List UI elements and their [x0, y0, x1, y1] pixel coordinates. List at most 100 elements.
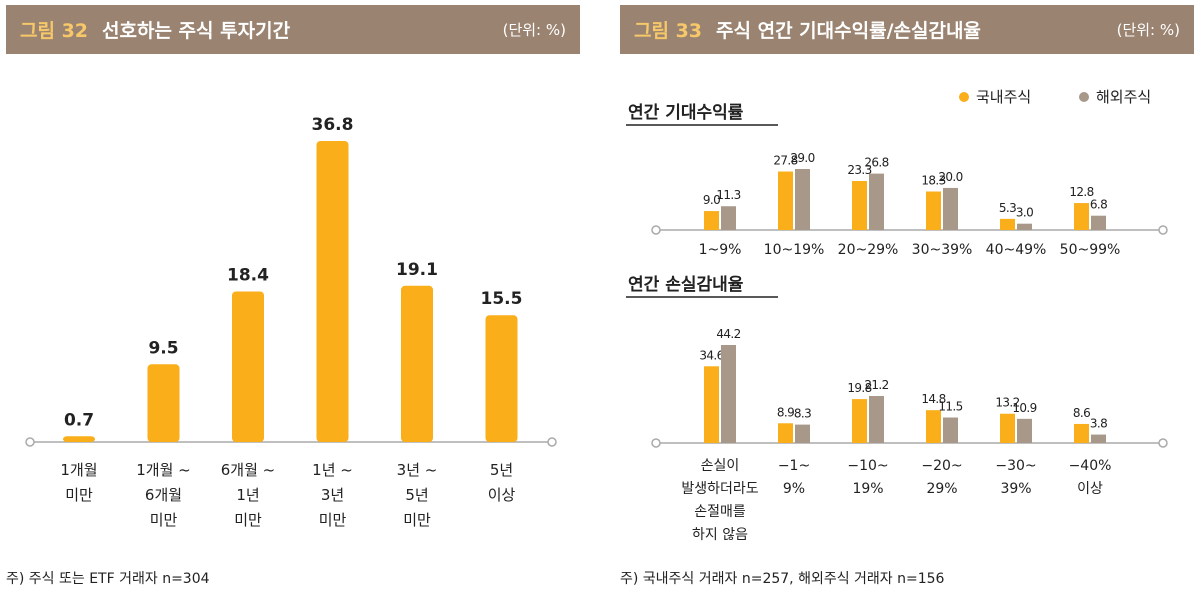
- loss-tolerance-domestic-bar: [1074, 423, 1089, 443]
- period-bar: [316, 141, 349, 442]
- loss-tolerance-domestic-bar: [926, 410, 941, 443]
- period-bar: [63, 436, 95, 442]
- expected-return-domestic-bar: [1074, 203, 1089, 230]
- period-category-label: 미만: [319, 511, 347, 529]
- expected-return-domestic-value-label: 12.8: [1069, 185, 1093, 199]
- expected-return-foreign-value-label: 26.8: [864, 156, 888, 170]
- legend-domestic-marker: [959, 92, 969, 102]
- loss-tolerance-domestic-value-label: 19.8: [847, 381, 871, 395]
- loss-tolerance-foreign-value-label: 44.2: [716, 327, 740, 341]
- expected-return-foreign-bar: [1017, 223, 1032, 230]
- loss-tolerance-foreign-bar: [721, 345, 736, 443]
- expected-return-domestic-value-label: 23.3: [847, 163, 871, 177]
- period-category-label: 1년 ~: [312, 461, 353, 479]
- expected-return-domestic-value-label: 27.8: [773, 154, 797, 168]
- period-category-label: 이상: [488, 486, 516, 504]
- period-category-label: 5년: [405, 486, 428, 504]
- left-figure-title: 선호하는 주식 투자기간: [102, 20, 291, 42]
- period-category-label: 5년: [490, 461, 513, 479]
- period-value-label: 36.8: [312, 115, 354, 135]
- loss-tolerance-foreign-value-label: 10.9: [1012, 401, 1036, 415]
- period-value-label: 0.7: [64, 410, 94, 430]
- expected-return-domestic-value-label: 5.3: [999, 201, 1016, 215]
- loss-tolerance-category-label: 29%: [926, 481, 957, 497]
- expected-return-foreign-value-label: 6.8: [1090, 198, 1107, 212]
- expected-return-domestic-bar: [778, 171, 793, 230]
- loss-tolerance-category-label: −30~: [995, 458, 1036, 474]
- loss-tolerance-domestic-value-label: 8.9: [777, 405, 794, 419]
- expected-return-foreign-bar: [795, 169, 810, 230]
- left-x-axis-end-cap: [547, 437, 557, 447]
- period-category-label: 미만: [403, 511, 431, 529]
- loss-tolerance-category-label: 9%: [783, 481, 805, 497]
- expected-return-domestic-bar: [852, 180, 867, 230]
- period-category-label: 6개월 ~: [221, 461, 275, 479]
- expected-return-foreign-bar: [721, 206, 736, 230]
- period-category-label: 1개월: [60, 461, 97, 479]
- expected-return-x-axis-end-cap: [1158, 225, 1168, 235]
- left-unit-label: (단위: %): [502, 21, 566, 39]
- right-footnote: 주) 국내주식 거래자 n=257, 해외주식 거래자 n=156: [620, 571, 945, 587]
- loss-tolerance-category-label: 39%: [1000, 481, 1031, 497]
- legend-domestic-label: 국내주식: [976, 88, 1031, 106]
- loss-tolerance-foreign-bar: [795, 424, 810, 443]
- loss-tolerance-domestic-bar: [852, 399, 867, 443]
- loss-tolerance-category-label: 이상: [1077, 481, 1103, 497]
- loss-tolerance-category-label: −20~: [921, 458, 962, 474]
- loss-tolerance-x-axis-start-cap: [651, 438, 661, 448]
- loss-tolerance-domestic-bar: [1000, 413, 1015, 443]
- loss-tolerance-category-label: 19%: [852, 481, 883, 497]
- period-bar: [232, 291, 264, 442]
- period-bar: [401, 285, 433, 442]
- expected-return-foreign-bar: [869, 173, 884, 230]
- left-figure-number: 그림 32: [20, 20, 89, 42]
- expected-return-section-title: 연간 기대수익률: [628, 103, 744, 123]
- loss-tolerance-category-label: −10~: [847, 458, 888, 474]
- expected-return-foreign-value-label: 11.3: [716, 188, 740, 202]
- loss-tolerance-foreign-value-label: 8.3: [794, 407, 811, 421]
- loss-tolerance-foreign-bar: [869, 395, 884, 443]
- loss-tolerance-foreign-bar: [1017, 418, 1032, 443]
- expected-return-category-label: 40~49%: [986, 242, 1047, 258]
- expected-return-category-label: 10~19%: [764, 242, 825, 258]
- period-value-label: 15.5: [481, 289, 523, 309]
- right-figure-title: 주식 연간 기대수익률/손실감내율: [716, 20, 981, 42]
- expected-return-category-label: 1~9%: [699, 242, 742, 258]
- expected-return-domestic-bar: [1000, 218, 1015, 230]
- loss-tolerance-category-label: −1~: [778, 458, 810, 474]
- loss-tolerance-domestic-bar: [704, 366, 719, 443]
- loss-tolerance-domestic-value-label: 8.6: [1073, 406, 1090, 420]
- period-category-label: 1개월 ~: [136, 461, 190, 479]
- expected-return-foreign-bar: [1091, 215, 1106, 230]
- loss-tolerance-foreign-value-label: 3.8: [1090, 417, 1107, 431]
- right-figure-number: 그림 33: [634, 20, 703, 42]
- expected-return-category-label: 50~99%: [1060, 242, 1121, 258]
- loss-tolerance-section-title: 연간 손실감내율: [628, 275, 744, 295]
- expected-return-domestic-value-label: 9.0: [703, 193, 720, 207]
- period-value-label: 19.1: [396, 260, 438, 280]
- expected-return-domestic-bar: [926, 191, 941, 230]
- period-category-label: 미만: [65, 486, 93, 504]
- period-category-label: 미만: [150, 511, 178, 529]
- loss-tolerance-category-label: −40%: [1069, 458, 1112, 474]
- expected-return-foreign-value-label: 3.0: [1016, 206, 1033, 220]
- loss-tolerance-foreign-value-label: 21.2: [864, 378, 888, 392]
- expected-return-foreign-bar: [943, 187, 958, 230]
- expected-return-category-label: 20~29%: [838, 242, 899, 258]
- loss-tolerance-domestic-value-label: 13.2: [995, 396, 1019, 410]
- loss-tolerance-domestic-value-label: 34.6: [699, 348, 723, 362]
- period-category-label: 미만: [234, 511, 262, 529]
- legend-foreign-marker: [1079, 92, 1089, 102]
- loss-tolerance-category-label: 발생하더라도: [681, 481, 758, 497]
- expected-return-domestic-value-label: 18.3: [921, 174, 945, 188]
- expected-return-foreign-value-label: 20.0: [938, 170, 962, 184]
- period-category-label: 1년: [236, 486, 259, 504]
- loss-tolerance-domestic-bar: [778, 423, 793, 443]
- period-value-label: 9.5: [148, 338, 178, 358]
- loss-tolerance-x-axis-end-cap: [1158, 438, 1168, 448]
- left-figure-header: 그림 32 선호하는 주식 투자기간 (단위: %): [6, 5, 580, 54]
- period-bar: [485, 315, 518, 442]
- left-footnote: 주) 주식 또는 ETF 거래자 n=304: [6, 571, 210, 587]
